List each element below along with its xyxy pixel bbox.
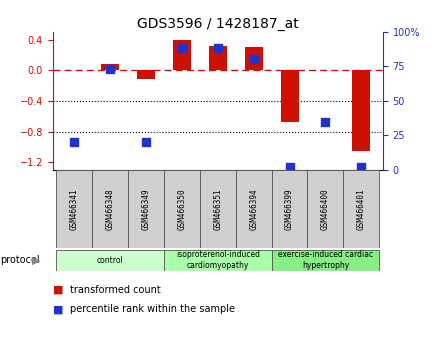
Title: GDS3596 / 1428187_at: GDS3596 / 1428187_at	[137, 17, 299, 31]
Point	[106, 66, 114, 72]
FancyBboxPatch shape	[271, 170, 308, 248]
FancyBboxPatch shape	[56, 250, 164, 271]
FancyBboxPatch shape	[164, 250, 271, 271]
FancyBboxPatch shape	[164, 170, 200, 248]
FancyBboxPatch shape	[271, 250, 379, 271]
Bar	[137, 70, 155, 79]
Point	[358, 164, 365, 170]
Text: ■: ■	[53, 304, 67, 314]
FancyBboxPatch shape	[56, 170, 92, 248]
Text: GSM466341: GSM466341	[70, 188, 79, 230]
Text: GSM466350: GSM466350	[177, 188, 187, 230]
Text: GSM466348: GSM466348	[106, 188, 115, 230]
Bar	[209, 46, 227, 70]
FancyBboxPatch shape	[92, 170, 128, 248]
Text: GSM466399: GSM466399	[285, 188, 294, 230]
Text: GSM466349: GSM466349	[142, 188, 150, 230]
Point	[71, 139, 78, 145]
Bar	[281, 70, 298, 122]
Point	[286, 164, 293, 170]
Text: GSM466400: GSM466400	[321, 188, 330, 230]
Text: percentile rank within the sample: percentile rank within the sample	[70, 304, 235, 314]
Point	[322, 119, 329, 125]
FancyBboxPatch shape	[200, 170, 236, 248]
Text: ■: ■	[53, 285, 67, 295]
Text: GSM466401: GSM466401	[357, 188, 366, 230]
Text: GSM466351: GSM466351	[213, 188, 222, 230]
FancyBboxPatch shape	[343, 170, 379, 248]
Bar	[101, 64, 119, 70]
FancyBboxPatch shape	[308, 170, 343, 248]
Text: protocol: protocol	[0, 255, 40, 265]
Text: ▶: ▶	[32, 255, 40, 265]
FancyBboxPatch shape	[128, 170, 164, 248]
Point	[178, 46, 185, 51]
Bar	[245, 47, 263, 70]
Text: transformed count: transformed count	[70, 285, 161, 295]
Point	[143, 139, 150, 145]
Text: isoproterenol-induced
cardiomyopathy: isoproterenol-induced cardiomyopathy	[176, 251, 260, 270]
Text: control: control	[97, 256, 124, 265]
Point	[214, 46, 221, 51]
Bar	[173, 40, 191, 70]
Text: exercise-induced cardiac
hypertrophy: exercise-induced cardiac hypertrophy	[278, 251, 373, 270]
FancyBboxPatch shape	[236, 170, 271, 248]
Point	[250, 57, 257, 62]
Bar	[352, 70, 370, 151]
Text: GSM466394: GSM466394	[249, 188, 258, 230]
